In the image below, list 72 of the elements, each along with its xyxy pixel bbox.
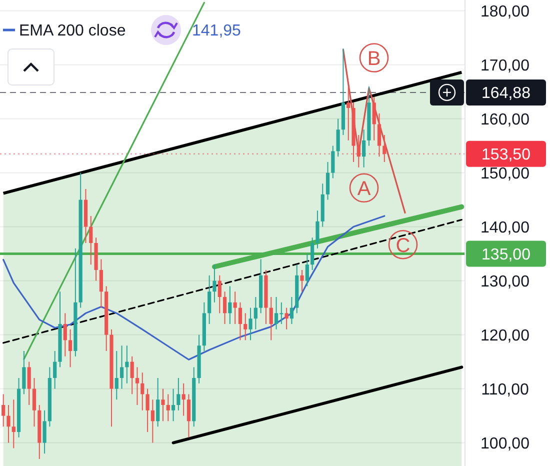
candlestick bbox=[114, 350, 118, 400]
candlestick bbox=[161, 388, 165, 422]
candlestick bbox=[125, 345, 129, 384]
y-tick-label: 120,00 bbox=[480, 327, 530, 344]
candlestick bbox=[362, 129, 366, 168]
annotation: B bbox=[367, 48, 381, 70]
candlestick bbox=[42, 410, 46, 454]
candlestick bbox=[233, 291, 237, 324]
candlestick bbox=[146, 388, 150, 432]
candlestick bbox=[156, 377, 160, 428]
candlestick bbox=[32, 377, 36, 428]
candlestick bbox=[218, 274, 222, 314]
candlestick bbox=[171, 388, 176, 422]
y-tick-label: 170,00 bbox=[480, 57, 530, 74]
candlestick bbox=[326, 161, 330, 200]
candlestick bbox=[316, 210, 320, 249]
candlestick bbox=[331, 145, 335, 179]
candlestick bbox=[310, 237, 314, 270]
candlestick bbox=[372, 96, 376, 141]
candlestick bbox=[176, 377, 180, 411]
candlestick bbox=[135, 366, 140, 406]
candlestick bbox=[166, 394, 170, 422]
candlestick bbox=[248, 307, 252, 341]
y-tick-label: 140,00 bbox=[480, 219, 530, 236]
candlestick bbox=[53, 350, 57, 390]
candlestick bbox=[22, 350, 26, 395]
candlestick bbox=[99, 258, 103, 308]
annotation: C bbox=[396, 234, 410, 257]
ref-line-label: 164,88 bbox=[482, 85, 531, 102]
candlestick bbox=[120, 345, 124, 390]
y-tick-label: 160,00 bbox=[480, 111, 530, 128]
candlestick bbox=[284, 307, 288, 330]
candlestick bbox=[228, 286, 232, 324]
candlestick bbox=[222, 291, 227, 324]
line-series bbox=[2, 215, 386, 360]
candlestick bbox=[2, 394, 6, 428]
annotation: A bbox=[357, 178, 372, 200]
ref-line-label: 135,00 bbox=[482, 246, 531, 264]
candlestick bbox=[382, 134, 386, 162]
y-tick-label: 150,00 bbox=[480, 165, 530, 182]
candlestick bbox=[356, 134, 360, 168]
candlestick bbox=[208, 274, 212, 324]
y-tick-label: 130,00 bbox=[480, 273, 530, 290]
candlestick bbox=[336, 118, 340, 158]
ref-line-label: 153,50 bbox=[482, 146, 531, 164]
candlestick bbox=[63, 312, 67, 357]
candlestick bbox=[182, 382, 186, 416]
y-tick-label: 180,00 bbox=[480, 3, 530, 20]
candlestick bbox=[305, 253, 309, 287]
candlestick bbox=[212, 264, 216, 303]
y-tick-label: 110,00 bbox=[481, 381, 529, 398]
candlestick bbox=[6, 404, 10, 444]
candlestick bbox=[290, 296, 294, 324]
candlestick bbox=[254, 296, 258, 330]
candlestick bbox=[269, 296, 273, 341]
y-tick-label: 100,00 bbox=[480, 435, 530, 452]
legend-label: EMA 200 close bbox=[19, 22, 126, 40]
candlestick bbox=[12, 399, 16, 449]
line-series bbox=[342, 48, 406, 214]
candlestick bbox=[68, 328, 72, 368]
candlestick bbox=[346, 86, 350, 141]
candlestick bbox=[244, 312, 248, 341]
candlestick bbox=[140, 372, 144, 411]
candlestick bbox=[150, 399, 154, 444]
candlestick bbox=[238, 302, 242, 341]
candlestick bbox=[89, 215, 93, 266]
annotation: 141,95 bbox=[192, 22, 242, 40]
candlestick bbox=[27, 361, 31, 406]
candlestick bbox=[377, 112, 382, 158]
candlestick bbox=[130, 356, 134, 395]
candlestick bbox=[186, 394, 191, 438]
candlestick bbox=[300, 269, 304, 292]
